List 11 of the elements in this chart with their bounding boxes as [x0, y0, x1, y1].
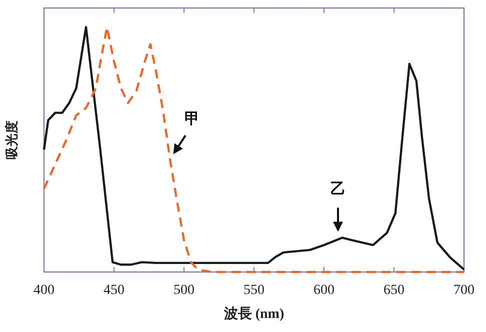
- x-tick-label: 650: [384, 283, 404, 298]
- x-tick-label: 500: [174, 283, 194, 298]
- annotation: 乙: [330, 182, 346, 198]
- x-tick-label: 600: [314, 283, 334, 298]
- x-tick-label: 450: [104, 283, 124, 298]
- annotation: 甲: [184, 111, 200, 128]
- y-axis-title: 吸光度: [4, 120, 19, 160]
- x-tick-label: 400: [34, 283, 54, 298]
- x-tick-label: 550: [244, 283, 264, 298]
- x-axis-title: 波長 (nm): [222, 306, 284, 322]
- x-tick-label: 700: [454, 283, 474, 298]
